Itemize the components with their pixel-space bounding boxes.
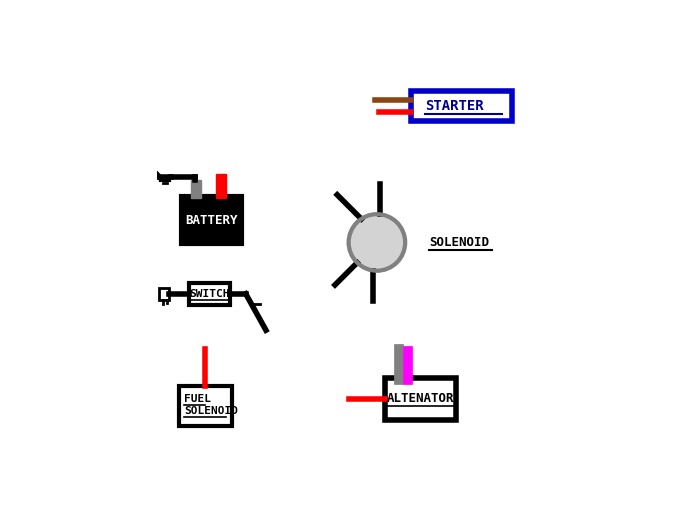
FancyBboxPatch shape <box>385 378 456 420</box>
Text: SOLENOID: SOLENOID <box>429 236 489 249</box>
FancyBboxPatch shape <box>191 180 202 198</box>
Text: BATTERY: BATTERY <box>186 214 238 227</box>
Circle shape <box>349 214 405 271</box>
FancyBboxPatch shape <box>411 91 512 122</box>
FancyBboxPatch shape <box>189 283 230 305</box>
FancyBboxPatch shape <box>216 174 225 198</box>
Text: ALTENATOR: ALTENATOR <box>386 392 454 405</box>
Text: FUEL: FUEL <box>184 395 211 405</box>
Text: SOLENOID: SOLENOID <box>184 407 238 417</box>
FancyBboxPatch shape <box>181 196 242 244</box>
FancyBboxPatch shape <box>159 288 169 300</box>
Text: SWITCH: SWITCH <box>189 289 230 299</box>
Text: STARTER: STARTER <box>426 99 484 113</box>
FancyBboxPatch shape <box>179 386 232 426</box>
